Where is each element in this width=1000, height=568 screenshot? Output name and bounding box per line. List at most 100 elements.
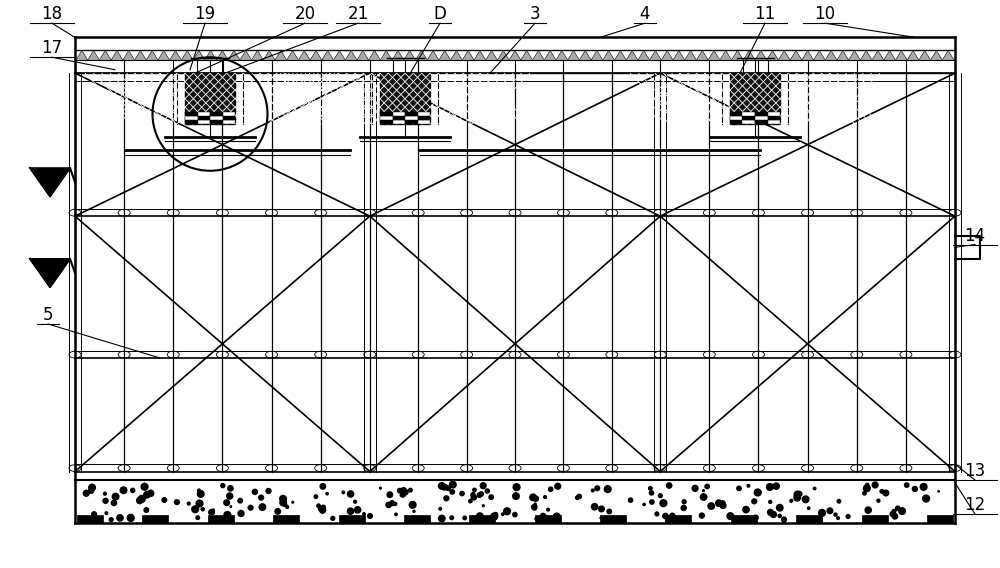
Bar (185, 73, 235, 124)
Point (587, 502, 603, 511)
Point (395, 490, 411, 499)
Point (886, 507, 902, 516)
Point (746, 497, 762, 506)
Bar (75, 480, 955, 523)
Point (437, 483, 453, 492)
Point (190, 513, 206, 522)
Point (112, 513, 128, 523)
Point (138, 506, 154, 515)
Polygon shape (263, 51, 275, 60)
Point (350, 506, 366, 515)
Bar (392, 116, 405, 120)
Point (362, 511, 378, 520)
Point (315, 506, 331, 515)
Polygon shape (252, 51, 263, 60)
Point (509, 483, 525, 492)
Point (765, 510, 781, 519)
Polygon shape (357, 51, 369, 60)
Point (314, 506, 330, 515)
Polygon shape (275, 51, 287, 60)
Point (483, 492, 499, 502)
Point (890, 504, 906, 513)
Bar (755, 120, 768, 124)
Point (475, 501, 491, 510)
Bar (142, 515, 168, 523)
Bar (418, 120, 430, 124)
Bar (198, 112, 210, 116)
Bar (222, 116, 235, 120)
Point (275, 494, 291, 503)
Point (381, 500, 397, 509)
Bar (404, 515, 430, 523)
Polygon shape (603, 51, 615, 60)
Polygon shape (895, 51, 907, 60)
Polygon shape (99, 51, 111, 60)
Polygon shape (228, 51, 240, 60)
Polygon shape (216, 51, 228, 60)
Polygon shape (334, 51, 345, 60)
Polygon shape (544, 51, 556, 60)
Bar (862, 515, 888, 523)
Bar (210, 112, 222, 116)
Bar (600, 515, 626, 523)
Point (894, 507, 910, 516)
Point (243, 503, 259, 512)
Point (543, 485, 559, 494)
Point (798, 495, 814, 504)
Point (103, 515, 119, 524)
Bar (392, 120, 405, 124)
Text: 11: 11 (754, 5, 776, 23)
Polygon shape (415, 51, 427, 60)
Point (396, 486, 412, 495)
Polygon shape (626, 51, 638, 60)
Point (215, 481, 231, 490)
Point (714, 499, 730, 508)
Point (445, 480, 461, 489)
Polygon shape (158, 51, 170, 60)
Point (106, 499, 122, 508)
Polygon shape (696, 51, 708, 60)
Polygon shape (392, 51, 404, 60)
Point (711, 499, 727, 508)
Bar (796, 515, 822, 523)
Polygon shape (790, 51, 802, 60)
Point (878, 488, 894, 498)
Point (715, 501, 731, 510)
Point (840, 512, 856, 521)
Text: 21: 21 (347, 5, 369, 23)
Polygon shape (872, 51, 884, 60)
Bar (730, 112, 742, 116)
Point (253, 493, 269, 502)
Point (931, 487, 947, 496)
Polygon shape (661, 51, 673, 60)
Point (495, 509, 511, 519)
Point (219, 511, 235, 520)
Point (831, 497, 847, 506)
Bar (380, 116, 392, 120)
Point (222, 491, 238, 500)
Point (499, 507, 515, 516)
Point (655, 499, 671, 508)
Point (254, 503, 270, 512)
Point (657, 512, 673, 521)
Point (528, 494, 544, 503)
Point (642, 484, 658, 493)
Polygon shape (193, 51, 205, 60)
Point (462, 496, 478, 506)
Point (772, 503, 788, 512)
Point (859, 481, 875, 490)
Point (731, 484, 747, 493)
Polygon shape (849, 51, 860, 60)
Text: 3: 3 (530, 5, 540, 23)
Bar (405, 116, 418, 120)
Bar (339, 515, 365, 523)
Point (857, 488, 873, 498)
Bar (185, 120, 198, 124)
Text: 10: 10 (814, 5, 836, 23)
Point (261, 486, 277, 495)
Point (315, 503, 331, 512)
Polygon shape (322, 51, 334, 60)
Bar (185, 112, 198, 116)
Point (397, 487, 413, 496)
Polygon shape (205, 51, 216, 60)
